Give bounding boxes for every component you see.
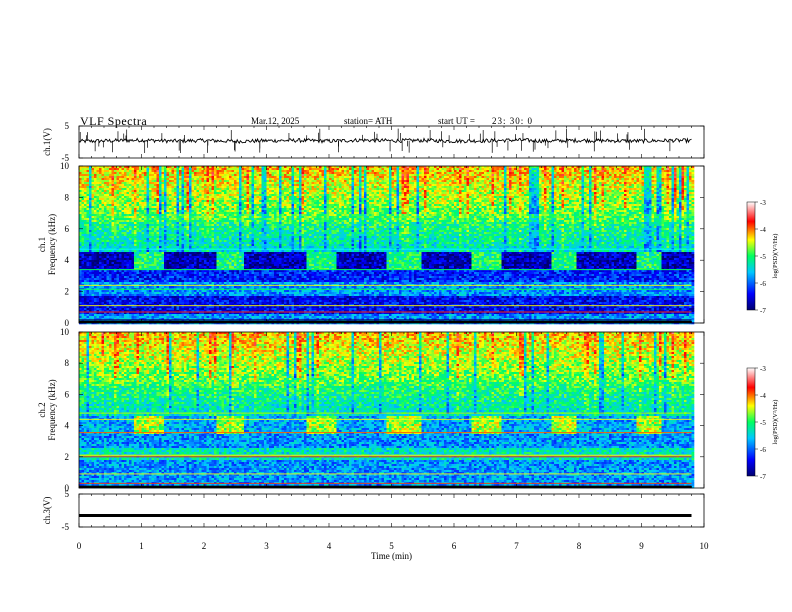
ch1-spec-colorbar-tick-label: -3 [760, 199, 766, 207]
ch2-spec-ylabel: Frequency (kHz) [47, 379, 57, 440]
x-tick-label: 10 [700, 541, 710, 551]
x-axis-label: Time (min) [371, 551, 412, 561]
ch2-spec-ytick-label: 6 [65, 389, 70, 399]
ch2-spec-ytick-label: 4 [65, 421, 70, 431]
ch1-spec-ylabel: ch.1 [37, 237, 47, 252]
ch1-waveform-line [79, 138, 692, 143]
x-tick-label: 9 [639, 541, 644, 551]
ch1-spec-ytick-label: 10 [60, 161, 70, 171]
x-tick-label: 2 [202, 541, 207, 551]
ch2-spec-ytick-label: 2 [65, 452, 70, 462]
ch1-spec-ytick-label: 4 [65, 255, 70, 265]
ch1-spec-colorbar-tick-label: -6 [760, 280, 766, 288]
ch2-spec-ytick-label: 10 [60, 327, 70, 337]
ch2-spec-ytick-label: 8 [65, 358, 70, 368]
ch1-spec-ylabel: Frequency (kHz) [47, 214, 57, 275]
ch1-spec-colorbar [747, 202, 755, 310]
ch2-spec-colorbar [747, 368, 755, 476]
x-tick-label: 5 [389, 541, 394, 551]
x-tick-label: 4 [327, 541, 332, 551]
x-tick-label: 6 [452, 541, 457, 551]
ch1-spec-ytick-label: 2 [65, 287, 70, 297]
x-tick-label: 3 [264, 541, 269, 551]
x-tick-label: 0 [77, 541, 82, 551]
ch1-spec-colorbar-label: log(PSD)(V²/Hz) [772, 234, 779, 279]
ch2-spec-colorbar-tick-label: -4 [760, 392, 766, 400]
ch3-wave-frame [79, 494, 704, 527]
ch2-spec-colorbar-tick-label: -5 [760, 419, 766, 427]
ch3-wave-ytick-label: -5 [62, 522, 70, 532]
ch1-spec-colorbar-tick-label: -4 [760, 226, 766, 234]
x-tick-label: 8 [577, 541, 582, 551]
ch2-spec-ylabel: ch.2 [37, 402, 47, 417]
ch1-spec-colorbar-tick-label: -7 [760, 307, 766, 315]
ch1-waveform-panel: 5-5ch.1(V) [42, 121, 704, 163]
x-tick-label: 7 [514, 541, 519, 551]
ch1-wave-ylabel: ch.1(V) [42, 128, 52, 156]
x-tick-label: 1 [139, 541, 144, 551]
ch2-spec-colorbar-tick-label: -7 [760, 473, 766, 481]
ch2-spec-colorbar-label: log(PSD)(V²/Hz) [772, 400, 779, 445]
ch3-wave-ytick-label: 5 [65, 489, 70, 499]
ch1-spec-colorbar-tick-label: -5 [760, 253, 766, 261]
ch1-wave-ytick-label: 5 [65, 121, 70, 131]
ch2-spec-colorbar-tick-label: -6 [760, 446, 766, 454]
ch1-spec-cells [79, 166, 694, 324]
ch1-spec-ytick-label: 6 [65, 224, 70, 234]
ch2-spec-cells [79, 332, 694, 488]
ch3-waveform-panel: 5 -5 ch.3(V) 0 1 2 3 4 5 6 7 8 9 10 Time (min) [42, 489, 709, 561]
ch2-spec-colorbar-tick-label: -3 [760, 365, 766, 373]
colorbars: -3 -4 -5 -6 -7 log(PSD)(V²/Hz) -3 -4 -5 -6 -7 log(P… [747, 199, 779, 481]
ch3-wave-ylabel: ch.3(V) [42, 497, 52, 525]
ch1-spec-ytick-label: 8 [65, 192, 70, 202]
